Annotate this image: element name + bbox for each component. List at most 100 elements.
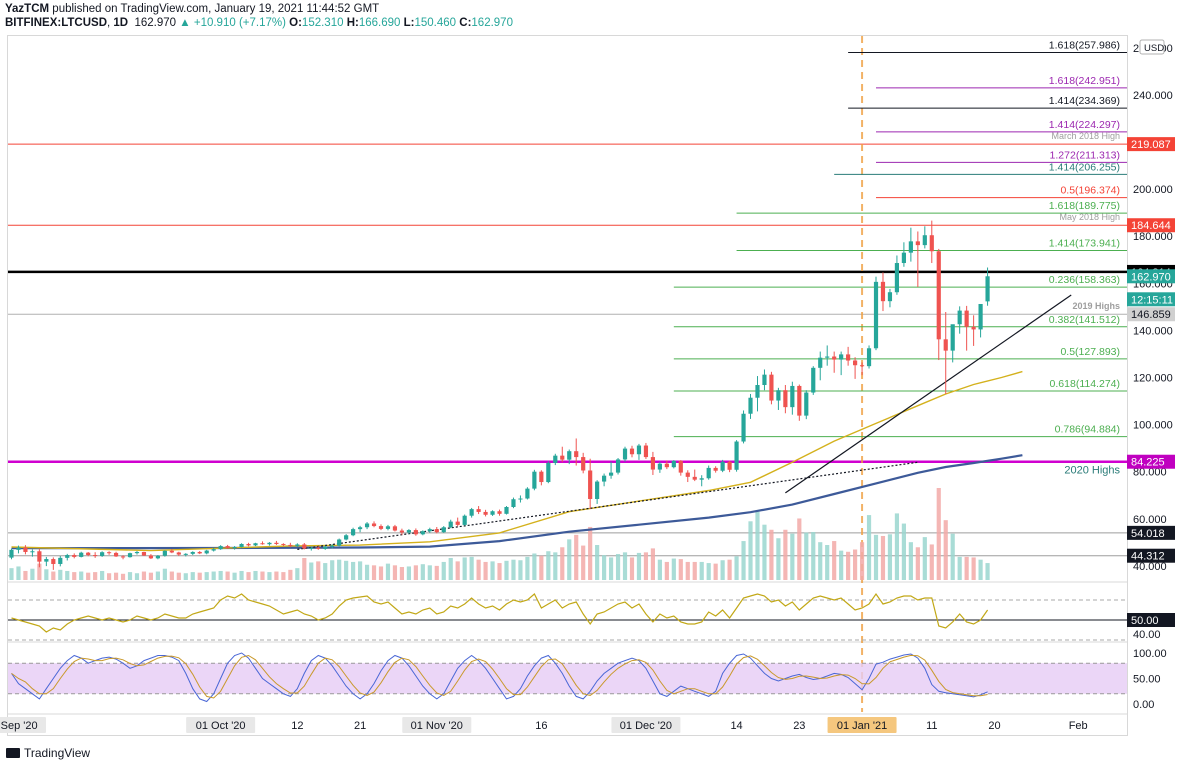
volume-bar xyxy=(664,561,669,580)
volume-bar xyxy=(134,573,140,580)
candle xyxy=(539,470,544,486)
candle xyxy=(574,438,579,466)
candle-body xyxy=(462,515,467,525)
x-tick-box xyxy=(0,717,46,733)
volume-bar xyxy=(16,566,21,580)
stoch-tick-label: 100.00 xyxy=(1133,648,1167,660)
price-tag-label: 219.087 xyxy=(1131,139,1171,151)
x-tick-label: 01 Sep '20 xyxy=(0,720,38,732)
fib-level-label: 0.786(94.884) xyxy=(1055,424,1120,436)
candle-body xyxy=(574,451,579,458)
candle-body xyxy=(511,499,516,507)
volume-bar xyxy=(762,524,767,580)
candle xyxy=(344,534,349,541)
x-tick-label: 01 Oct '20 xyxy=(196,720,246,732)
candle xyxy=(804,390,809,420)
candle-body xyxy=(497,511,502,514)
candle-body xyxy=(727,461,732,470)
candle xyxy=(846,346,851,366)
candle xyxy=(922,226,927,249)
candle-body xyxy=(434,529,439,533)
symbol-name[interactable]: BITFINEX:LTCUSD xyxy=(5,17,108,29)
candle xyxy=(643,442,649,459)
candle-body xyxy=(476,509,481,512)
candle xyxy=(588,458,593,509)
candle-body xyxy=(267,542,272,545)
volume-bar xyxy=(755,511,760,580)
candle-body xyxy=(483,511,488,515)
volume-bar xyxy=(204,572,209,580)
volume-bar xyxy=(344,560,349,580)
volume-bar xyxy=(260,571,265,580)
volume-bar xyxy=(155,571,160,580)
candle xyxy=(776,387,781,410)
candle xyxy=(811,366,816,395)
candle-body xyxy=(274,542,279,544)
volume-bar xyxy=(936,488,941,580)
candle-body xyxy=(588,470,593,499)
candle xyxy=(762,369,767,391)
candle xyxy=(741,410,746,444)
volume-bar xyxy=(107,573,112,580)
candle-body xyxy=(441,527,446,533)
candle-body xyxy=(51,559,56,564)
candle-body xyxy=(72,555,77,557)
volume-bar xyxy=(839,550,844,580)
volume-bar xyxy=(351,561,356,580)
candle xyxy=(755,376,760,412)
candle xyxy=(483,509,488,517)
open-label: O: xyxy=(289,17,302,29)
volume-bar xyxy=(490,561,495,580)
candle-body xyxy=(657,463,662,470)
fib-level-label: 0.382(141.512) xyxy=(1049,314,1120,326)
candle-body xyxy=(65,555,70,558)
candle xyxy=(866,345,872,369)
candle xyxy=(330,544,335,549)
candle-body xyxy=(30,551,35,553)
candle xyxy=(636,443,642,460)
volume-bar xyxy=(832,541,837,580)
rsi-tag-label: 50.00 xyxy=(1131,615,1159,627)
price-tag xyxy=(1127,137,1175,152)
candle xyxy=(720,459,725,473)
volume-bar xyxy=(190,572,195,580)
candle-body xyxy=(253,543,258,546)
volume-bar xyxy=(546,551,551,580)
candle xyxy=(232,546,237,550)
ma200-line xyxy=(11,454,1023,550)
candle-body xyxy=(113,552,119,557)
volume-bar xyxy=(120,573,126,580)
fib-level-label: 1.618(189.775) xyxy=(1049,200,1120,212)
volume-bar xyxy=(699,561,704,580)
candle xyxy=(964,305,969,351)
candle-body xyxy=(769,374,774,401)
candle-body xyxy=(364,523,370,528)
candle xyxy=(37,549,42,568)
interval-label[interactable]: 1D xyxy=(113,17,129,29)
candle xyxy=(65,553,70,561)
footer-brand: TradingView xyxy=(24,746,91,760)
candle-body xyxy=(337,539,342,546)
candle-body xyxy=(853,360,858,366)
candle-body xyxy=(915,241,920,246)
candle xyxy=(887,288,893,308)
candle xyxy=(497,509,502,516)
candle xyxy=(253,542,258,547)
candle xyxy=(79,551,84,558)
volume-bar xyxy=(441,561,446,580)
candle-body xyxy=(671,460,676,468)
stoch-tick-label: 50.00 xyxy=(1133,674,1161,686)
price-change: ▲ +10.910 (+7.17%) xyxy=(179,17,286,29)
volume-bar xyxy=(720,560,725,580)
candle xyxy=(664,460,669,470)
trendline xyxy=(785,294,1072,494)
y-tick-label: 140.000 xyxy=(1133,325,1173,337)
volume-bar xyxy=(23,570,28,580)
candle-body xyxy=(260,543,265,545)
volume-bar xyxy=(469,556,474,580)
candle xyxy=(957,306,962,334)
candle-body xyxy=(344,535,349,540)
candle xyxy=(183,553,188,557)
candle-body xyxy=(950,324,955,351)
